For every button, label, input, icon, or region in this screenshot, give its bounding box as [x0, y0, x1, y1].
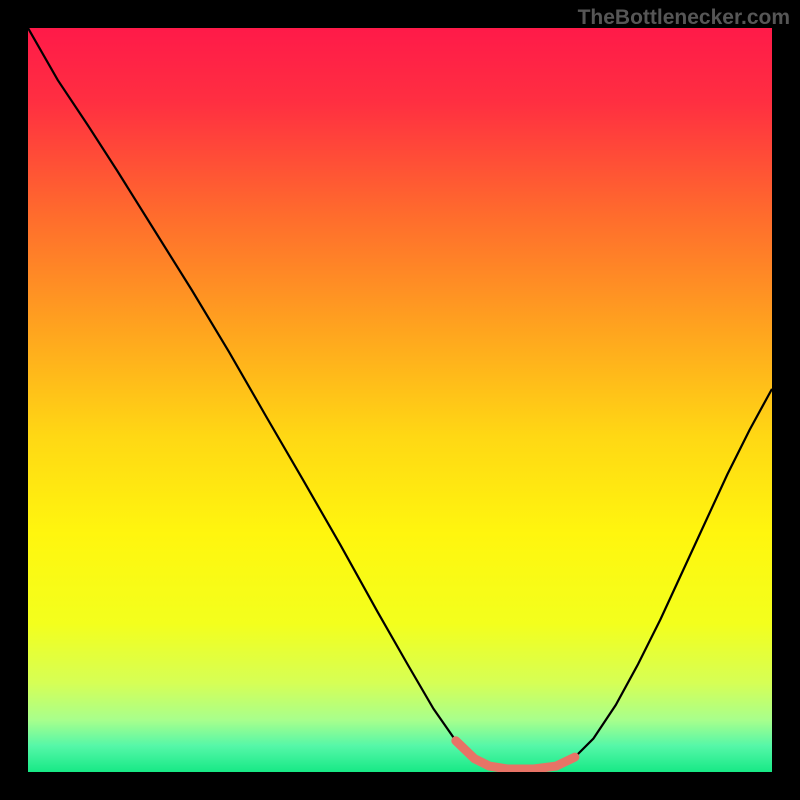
plot-area [28, 28, 772, 772]
watermark-text: TheBottlenecker.com [578, 6, 790, 30]
curve-path [28, 28, 772, 769]
chart-container: TheBottlenecker.com [0, 0, 800, 800]
bottleneck-curve [28, 28, 772, 772]
optimal-marker [456, 741, 575, 769]
watermark-label: TheBottlenecker.com [578, 6, 790, 29]
